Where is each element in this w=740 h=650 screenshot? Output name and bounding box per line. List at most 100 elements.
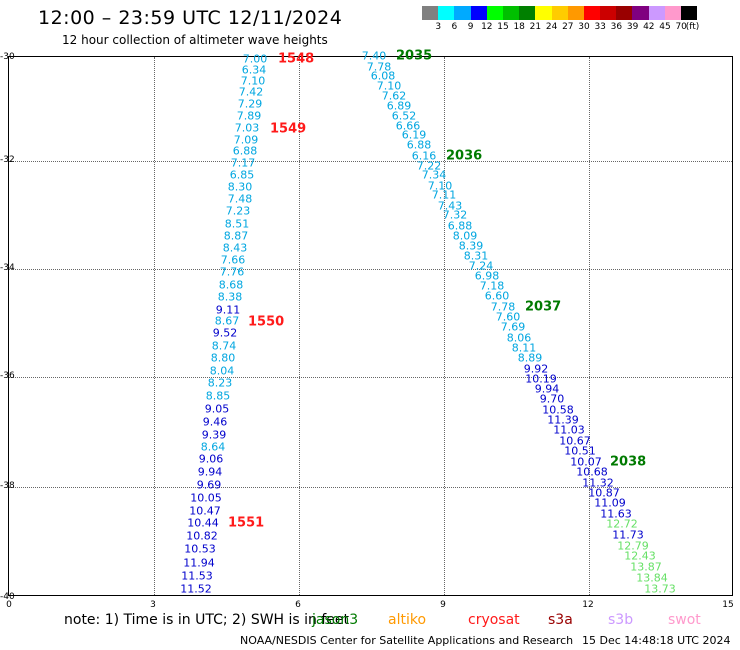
pass-time-label: 1549 — [270, 121, 307, 137]
wave-height-value: 6.66 — [395, 119, 421, 133]
grid-line-minus36 — [9, 377, 732, 378]
wave-height-value: 7.29 — [237, 97, 263, 111]
wave-height-value: 11.52 — [180, 582, 212, 596]
legend-swatch — [486, 6, 503, 20]
color-legend: 3 6 9 12 15 18 21 24 27 30 33 36 39 42 45 70 (ft) — [422, 6, 699, 34]
wave-height-value: 9.94 — [197, 465, 223, 479]
wave-height-value: 9.52 — [212, 326, 238, 340]
wave-height-value: 10.58 — [542, 403, 574, 417]
legend-label: 36 — [610, 22, 623, 32]
pass-time-label: 1551 — [228, 515, 265, 531]
wave-height-value: 8.04 — [209, 364, 235, 378]
wave-height-value: 6.16 — [411, 149, 437, 163]
wave-height-value: 13.73 — [644, 582, 676, 596]
legend-swatch — [519, 6, 536, 20]
pass-time-label: 2037 — [525, 299, 562, 315]
legend-swatch — [600, 6, 617, 20]
wave-height-value: 10.53 — [184, 542, 216, 556]
legend-swatch — [632, 6, 649, 20]
lat-label: -30 — [0, 52, 15, 62]
wave-height-value: 9.06 — [198, 452, 224, 466]
wave-height-value: 8.30 — [227, 180, 253, 194]
grid-line-12 — [589, 57, 590, 595]
legend-swatch — [681, 6, 698, 20]
satellite-swot: swot — [668, 612, 701, 628]
wave-height-value: 12.43 — [624, 549, 656, 563]
wave-height-value: 6.19 — [401, 128, 427, 142]
wave-height-value: 10.82 — [186, 529, 218, 543]
pass-time-label: 2035 — [396, 48, 433, 64]
wave-height-value: 7.10 — [376, 79, 402, 93]
grid-line-9 — [444, 57, 445, 595]
wave-height-value: 8.38 — [217, 290, 243, 304]
legend-label: 6 — [451, 22, 458, 32]
grid-line-minus32 — [9, 161, 732, 162]
wave-height-value: 8.64 — [200, 440, 226, 454]
wave-height-value: 8.09 — [452, 229, 478, 243]
wave-height-value: 7.22 — [416, 159, 442, 173]
legend-label: 30 — [578, 22, 590, 32]
wave-height-value: 8.11 — [511, 341, 537, 355]
legend-swatch — [454, 6, 471, 20]
wave-height-value: 9.05 — [204, 402, 230, 416]
satellite-cryosat: cryosat — [468, 612, 520, 628]
wave-height-value: 10.68 — [576, 465, 608, 479]
wave-height-value: 7.03 — [234, 121, 260, 135]
legend-swatch — [535, 6, 552, 20]
wave-height-value: 8.89 — [517, 351, 543, 365]
wave-height-value: 7.78 — [490, 300, 516, 314]
wave-height-value: 6.98 — [474, 269, 500, 283]
wave-height-value: 7.89 — [236, 109, 262, 123]
wave-height-value: 6.60 — [484, 289, 510, 303]
wave-height-value: 6.88 — [406, 138, 432, 152]
wave-height-value: 9.69 — [196, 478, 222, 492]
credit-line: NOAA/NESDIS Center for Satellite Applica… — [240, 634, 574, 647]
wave-height-value: 9.46 — [202, 415, 228, 429]
wave-height-value: 8.39 — [458, 239, 484, 253]
wave-height-value: 8.43 — [222, 241, 248, 255]
legend-label: 21 — [529, 22, 542, 32]
legend-swatch — [616, 6, 633, 20]
wave-height-value: 11.94 — [183, 556, 215, 570]
wave-height-value: 6.88 — [232, 144, 258, 158]
wave-height-value: 7.66 — [220, 253, 246, 267]
legend-label: 3 — [435, 22, 442, 32]
wave-height-value: 9.92 — [523, 362, 549, 376]
wave-height-value: 7.62 — [381, 89, 407, 103]
lon-label: 3 — [150, 600, 156, 610]
legend-label: 39 — [626, 22, 639, 32]
lat-label: -34 — [0, 263, 15, 273]
wave-height-value: 6.88 — [447, 219, 473, 233]
grid-line-3 — [154, 57, 155, 595]
legend-swatch — [438, 6, 455, 20]
satellite-altiko: altiko — [388, 612, 427, 628]
wave-height-value: 11.73 — [612, 528, 644, 542]
wave-height-value: 7.24 — [468, 259, 494, 273]
wave-height-value: 10.51 — [564, 444, 596, 458]
lat-label: -32 — [0, 155, 15, 165]
pass-time-label: 1548 — [278, 51, 315, 67]
wave-height-value: 7.18 — [479, 279, 505, 293]
map-subtitle: 12 hour collection of altimeter wave hei… — [62, 33, 328, 47]
pass-time-label: 2038 — [610, 454, 647, 470]
wave-height-value: 9.94 — [534, 382, 560, 396]
legend-swatch — [567, 6, 584, 20]
wave-height-value: 7.76 — [219, 265, 245, 279]
wave-height-value: 11.39 — [547, 413, 579, 427]
wave-height-value: 12.72 — [606, 517, 638, 531]
satellite-s3b: s3b — [608, 612, 634, 628]
legend-label: 9 — [467, 22, 474, 32]
legend-label: 27 — [562, 22, 574, 32]
grid-line-minus34 — [9, 269, 732, 270]
wave-height-value: 13.84 — [636, 571, 668, 585]
wave-height-value: 8.68 — [218, 278, 244, 292]
wave-height-value: 8.80 — [210, 351, 236, 365]
wave-height-value: 7.00 — [242, 52, 268, 66]
wave-height-value: 8.74 — [211, 339, 237, 353]
map-title: 12:00 – 23:59 UTC 12/11/2024 — [38, 7, 343, 29]
legend-label: 18 — [513, 22, 525, 32]
wave-height-value: 7.48 — [227, 192, 253, 206]
generated-timestamp: 15 Dec 14:48:18 UTC 2024 — [582, 634, 731, 647]
legend-swatch — [502, 6, 520, 20]
